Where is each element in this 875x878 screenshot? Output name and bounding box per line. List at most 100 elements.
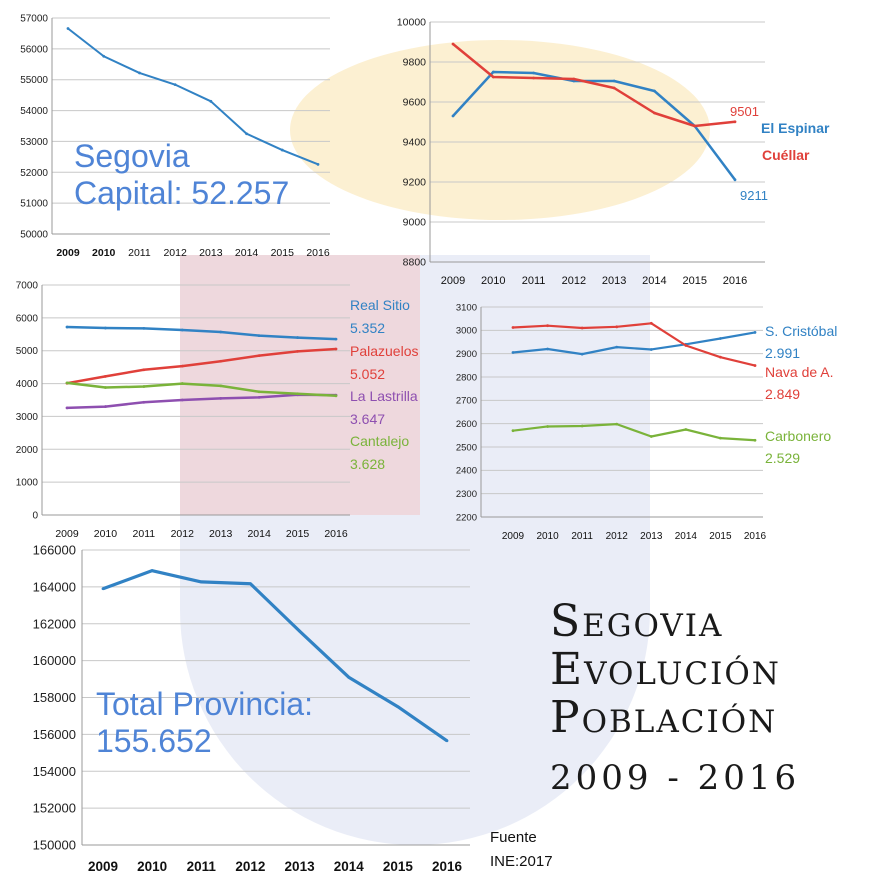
y-tick-label: 3000 <box>456 326 477 337</box>
x-tick-label: 2015 <box>286 528 310 540</box>
y-tick-label: 3000 <box>16 412 39 423</box>
data-point <box>572 77 576 81</box>
data-point <box>257 354 261 358</box>
x-tick-label: 2012 <box>562 275 586 287</box>
x-tick-label: 2015 <box>383 859 414 874</box>
data-point <box>653 111 656 115</box>
series-end-value-label: 2.529 <box>765 450 800 466</box>
title-line-3: Población <box>550 692 778 743</box>
data-point <box>615 345 619 349</box>
data-point <box>684 344 688 347</box>
data-point <box>65 381 69 385</box>
y-tick-label: 54000 <box>20 106 48 117</box>
data-point <box>257 390 261 394</box>
series-line-la-lastrilla <box>66 393 337 410</box>
data-point <box>615 422 619 426</box>
data-point <box>334 337 338 341</box>
y-tick-label: 1000 <box>16 478 39 489</box>
data-point <box>511 429 515 433</box>
data-point <box>733 178 737 182</box>
x-tick-label: 2009 <box>55 528 79 540</box>
provincia-label-line2: 155.652 <box>96 722 212 759</box>
series-line-cu-llar <box>452 43 736 128</box>
x-tick-label: 2009 <box>56 247 80 259</box>
x-tick-label: 2015 <box>271 247 295 259</box>
source-note: Fuente INE:2017 <box>490 826 553 874</box>
x-tick-label: 2014 <box>642 275 666 287</box>
x-tick-label: 2010 <box>92 247 116 259</box>
series-line-carbonero <box>512 423 756 442</box>
title-line-2: Evolución <box>550 644 781 695</box>
x-tick-label: 2011 <box>128 247 151 259</box>
data-point <box>102 54 106 58</box>
data-point <box>612 86 616 90</box>
source-value: INE:2017 <box>490 853 553 870</box>
y-tick-label: 7000 <box>16 281 39 292</box>
series-end-value-label: 9211 <box>740 188 768 203</box>
y-tick-label: 9800 <box>403 57 427 69</box>
series-name-label: Real Sitio <box>350 297 410 313</box>
data-point <box>684 428 688 431</box>
data-point <box>753 364 757 367</box>
x-tick-label: 2010 <box>481 275 505 287</box>
x-tick-label: 2014 <box>675 531 698 542</box>
series-line-palazuelos <box>66 347 337 385</box>
x-tick-label: 2013 <box>602 275 626 287</box>
data-point <box>546 324 549 328</box>
y-tick-label: 3100 <box>456 302 477 313</box>
series-line-real-sitio <box>66 325 337 341</box>
x-tick-label: 2011 <box>133 528 156 540</box>
series-name-label: Palazuelos <box>350 343 419 359</box>
data-point <box>649 348 653 351</box>
x-tick-label: 2016 <box>306 247 330 259</box>
x-tick-label: 2009 <box>441 275 465 287</box>
data-point <box>219 330 223 334</box>
x-tick-label: 2013 <box>199 247 223 259</box>
data-point <box>104 374 107 378</box>
chart-municipios-pequenos: 2200 2300 2400 2500 2600 2700 2800 2900 3000 3100… <box>456 302 838 542</box>
y-tick-label: 2900 <box>456 349 477 360</box>
y-tick-label: 2500 <box>456 442 477 453</box>
y-tick-label: 150000 <box>33 838 76 853</box>
y-tick-label: 10000 <box>397 17 426 29</box>
x-tick-label: 2011 <box>187 859 217 874</box>
x-tick-label: 2012 <box>606 531 629 542</box>
data-point <box>580 424 584 428</box>
data-point <box>580 352 584 356</box>
capital-label: Segovia Capital: 52.257 <box>74 138 289 212</box>
x-tick-label: 2016 <box>744 531 767 542</box>
y-tick-label: 162000 <box>33 616 76 631</box>
series-name-label: Carbonero <box>765 428 831 444</box>
x-tick-label: 2010 <box>137 859 167 874</box>
background-ornament <box>290 40 710 220</box>
y-tick-label: 51000 <box>20 199 48 210</box>
data-point <box>219 396 223 400</box>
y-tick-label: 57000 <box>20 14 48 25</box>
y-tick-label: 2800 <box>456 372 477 383</box>
y-tick-label: 154000 <box>33 764 76 779</box>
data-point <box>719 337 722 340</box>
chart-municipios-medianos: 0 1000 2000 3000 4000 5000 6000 7000 2009 2010 201… <box>16 281 419 541</box>
data-point <box>104 386 107 389</box>
title-line-1: Segovia <box>550 596 724 647</box>
data-point <box>180 382 184 385</box>
series-end-value-label: 2.849 <box>765 386 800 402</box>
data-point <box>142 385 146 388</box>
data-point <box>65 406 69 410</box>
y-tick-label: 2300 <box>456 489 477 500</box>
data-point <box>296 336 299 339</box>
y-tick-label: 53000 <box>20 137 48 148</box>
data-point <box>249 582 252 586</box>
x-tick-label: 2010 <box>536 531 559 542</box>
y-tick-label: 9400 <box>403 137 427 149</box>
data-point <box>142 368 146 372</box>
provincia-label-line1: Total Provincia: <box>96 686 313 722</box>
chart-provincia: 150000 152000 154000 156000 158000 160000 1620… <box>33 543 470 874</box>
data-point <box>101 587 105 591</box>
x-tick-label: 2012 <box>163 247 187 259</box>
data-point <box>296 392 299 396</box>
x-tick-label: 2016 <box>432 859 463 874</box>
series-name-label: Cantalejo <box>350 433 409 449</box>
data-point <box>219 359 223 363</box>
data-point <box>612 79 616 83</box>
